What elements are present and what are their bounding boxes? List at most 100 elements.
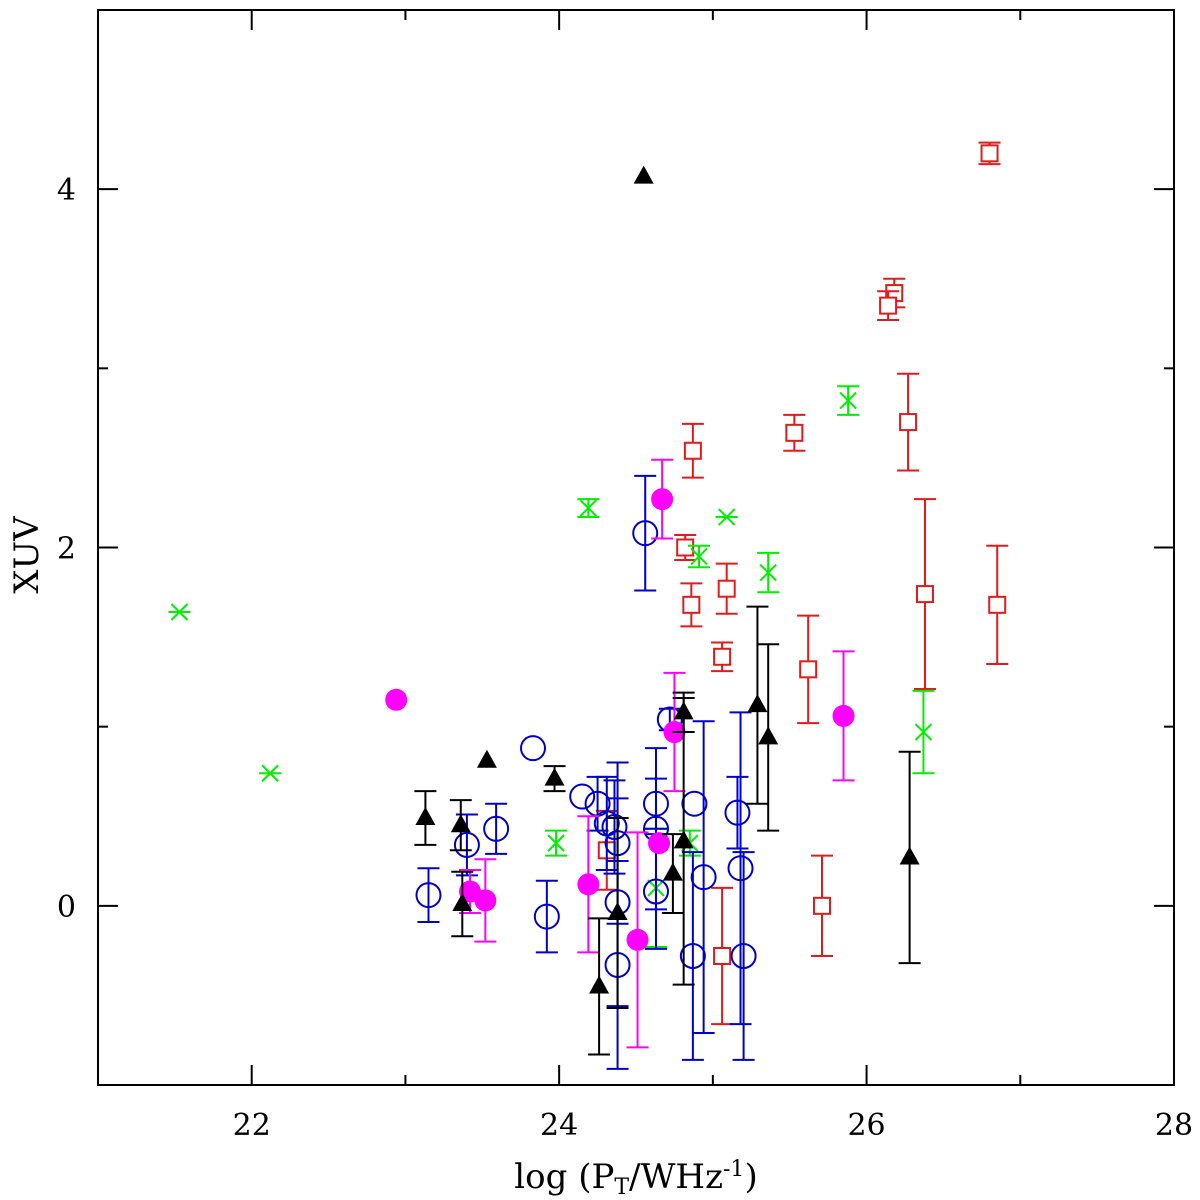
marker-triangle [607, 902, 628, 920]
data-point [577, 815, 600, 954]
data-point [715, 562, 738, 615]
marker-triangle [747, 694, 768, 713]
marker-circle [679, 943, 706, 969]
data-point [690, 720, 717, 1035]
x-axis-title-subscript: T [614, 1175, 629, 1200]
data-point [727, 711, 754, 1026]
x-tick-label: 26 [847, 1108, 885, 1143]
marker-dot [651, 488, 674, 511]
marker-square [785, 423, 804, 442]
data-point [757, 551, 780, 594]
data-point [672, 697, 695, 986]
x-axis-title-main: log (P [514, 1157, 614, 1197]
data-point [453, 813, 480, 877]
data-point [626, 831, 649, 1049]
marker-dot [832, 704, 855, 727]
plot-frame [97, 9, 1175, 1086]
marker-triangle [450, 814, 471, 833]
y-tick-label: 4 [57, 173, 76, 208]
marker-square [683, 441, 702, 460]
marker-dot [385, 688, 408, 711]
marker-dot [577, 873, 600, 896]
data-point [832, 650, 855, 782]
data-point [681, 422, 704, 479]
marker-triangle [452, 893, 473, 912]
data-point [679, 851, 706, 1061]
data-point [837, 385, 860, 416]
marker-square [713, 947, 732, 965]
marker-circle [690, 864, 717, 891]
data-point [632, 474, 659, 592]
data-point [912, 689, 935, 775]
marker-cross [759, 563, 777, 582]
data-point [520, 735, 547, 762]
data-point [986, 544, 1009, 665]
marker-dot [626, 928, 649, 951]
data-point [783, 413, 806, 452]
marker-square [980, 144, 999, 163]
marker-square [713, 647, 732, 666]
marker-circle [632, 520, 659, 547]
marker-circle [681, 790, 708, 817]
marker-square [812, 896, 831, 915]
data-point [757, 643, 780, 832]
marker-circle [730, 943, 757, 969]
marker-circle [642, 878, 669, 905]
data-point [545, 829, 568, 857]
data-points [168, 141, 1009, 1070]
marker-square [676, 538, 695, 557]
marker-triangle [662, 862, 683, 881]
data-point [385, 688, 408, 711]
marker-square [682, 595, 701, 614]
marker-cross [914, 723, 933, 741]
marker-circle [724, 799, 751, 826]
data-point [259, 764, 282, 782]
axis-labels: XUV log (PT/WHz-1) [7, 515, 758, 1200]
x-tick-label: 24 [540, 1108, 578, 1143]
data-point [476, 749, 497, 768]
data-point [746, 605, 769, 805]
data-point [606, 817, 629, 1009]
data-point [451, 870, 474, 938]
marker-cross [839, 391, 857, 410]
data-point [415, 867, 442, 923]
data-point [601, 779, 628, 875]
marker-circle [601, 814, 628, 840]
y-tick-label: 0 [57, 890, 76, 925]
data-point [711, 886, 734, 1026]
x-tick-label: 22 [233, 1108, 271, 1143]
data-point [661, 833, 684, 914]
data-point [730, 851, 757, 1061]
data-point [543, 765, 566, 793]
marker-triangle [758, 726, 779, 745]
data-point [688, 544, 711, 569]
marker-circle [520, 735, 547, 762]
data-point [168, 603, 191, 621]
data-point [797, 614, 820, 725]
x-axis-title-close: ) [744, 1157, 757, 1197]
series-open-circle [415, 474, 757, 1070]
data-point [483, 802, 510, 855]
y-axis-title: XUV [7, 515, 47, 594]
marker-cross [579, 499, 598, 517]
data-point [569, 783, 596, 810]
marker-circle [533, 903, 560, 930]
x-axis-title: log (PT/WHz-1) [514, 1157, 757, 1200]
series-filled-triangle [414, 165, 921, 1056]
marker-triangle [673, 830, 694, 849]
marker-cross [690, 547, 708, 566]
marker-circle [483, 815, 510, 842]
data-point [674, 533, 697, 562]
marker-square [899, 413, 918, 432]
data-point [648, 832, 671, 855]
marker-circle [415, 882, 442, 909]
marker-triangle [415, 807, 436, 826]
marker-circle [569, 783, 596, 810]
data-point [897, 372, 920, 472]
marker-square [915, 585, 934, 604]
data-point [533, 879, 560, 954]
series-filled-circle [385, 458, 855, 1049]
series-cross [168, 385, 935, 949]
marker-cross [547, 834, 565, 852]
